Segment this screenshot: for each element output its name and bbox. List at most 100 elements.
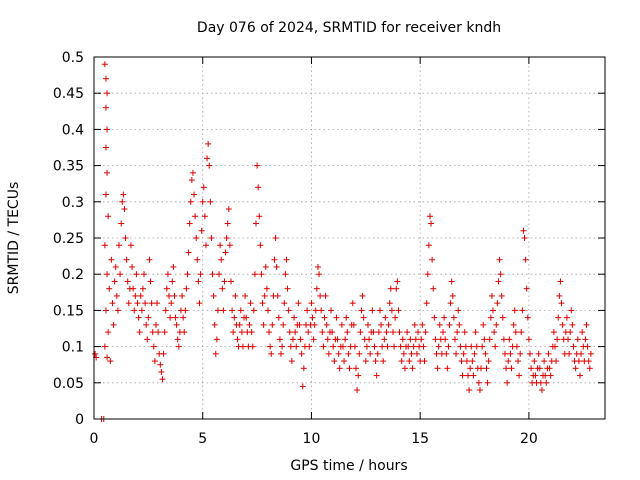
data-point xyxy=(447,300,454,307)
data-point xyxy=(143,321,150,328)
data-point xyxy=(229,307,236,314)
data-point xyxy=(585,358,592,365)
data-point xyxy=(532,372,539,379)
data-point xyxy=(104,271,111,278)
data-point xyxy=(224,220,231,227)
data-point xyxy=(237,307,244,314)
data-point xyxy=(582,336,589,343)
data-point xyxy=(252,220,259,227)
data-point xyxy=(559,321,566,328)
data-point xyxy=(520,227,527,234)
data-point xyxy=(379,343,386,350)
data-point xyxy=(375,329,382,336)
data-point xyxy=(484,379,491,386)
data-point xyxy=(442,336,449,343)
data-point xyxy=(236,321,243,328)
data-point xyxy=(575,358,582,365)
data-point xyxy=(425,242,432,249)
data-point xyxy=(104,90,111,97)
data-point xyxy=(355,372,362,379)
data-point xyxy=(248,329,255,336)
data-point xyxy=(556,292,563,299)
data-point xyxy=(151,358,158,365)
data-point xyxy=(374,350,381,357)
data-point xyxy=(149,329,156,336)
data-point xyxy=(434,365,441,372)
data-point xyxy=(421,358,428,365)
x-axis-label: GPS time / hours xyxy=(290,458,407,474)
x-tick-label: 15 xyxy=(411,431,429,447)
data-point xyxy=(107,358,114,365)
data-point xyxy=(341,358,348,365)
data-point xyxy=(146,256,153,263)
data-point xyxy=(444,365,451,372)
data-point xyxy=(192,213,199,220)
data-point xyxy=(536,365,543,372)
data-point xyxy=(335,350,342,357)
data-point xyxy=(186,220,193,227)
data-point xyxy=(108,256,115,263)
data-point xyxy=(469,358,476,365)
data-point xyxy=(487,314,494,321)
data-point xyxy=(482,350,489,357)
data-point xyxy=(516,372,523,379)
data-point xyxy=(118,220,125,227)
data-point xyxy=(492,343,499,350)
data-point xyxy=(104,169,111,176)
data-point xyxy=(145,314,152,321)
data-point xyxy=(227,278,234,285)
data-point xyxy=(321,314,328,321)
data-point xyxy=(366,336,373,343)
data-point xyxy=(109,300,116,307)
data-point xyxy=(401,365,408,372)
data-point xyxy=(306,343,313,350)
data-point xyxy=(274,292,281,299)
data-point xyxy=(343,314,350,321)
data-point xyxy=(268,350,275,357)
data-point xyxy=(212,350,219,357)
data-point xyxy=(515,358,522,365)
data-point xyxy=(239,343,246,350)
data-point xyxy=(495,278,502,285)
data-point xyxy=(541,358,548,365)
data-point xyxy=(376,307,383,314)
data-point xyxy=(468,343,475,350)
ticks xyxy=(93,56,605,420)
data-point xyxy=(173,321,180,328)
data-point xyxy=(200,184,207,191)
data-point xyxy=(299,383,306,390)
data-point xyxy=(216,271,223,278)
data-point xyxy=(354,387,361,394)
data-point xyxy=(251,271,258,278)
data-point xyxy=(141,271,148,278)
data-point xyxy=(195,278,202,285)
grid xyxy=(94,57,605,419)
data-point xyxy=(298,350,305,357)
data-point xyxy=(396,329,403,336)
data-point xyxy=(453,350,460,357)
data-point xyxy=(388,307,395,314)
y-tick-label: 0.4 xyxy=(62,122,84,138)
y-tick-label: 0.2 xyxy=(62,267,84,283)
data-point xyxy=(393,285,400,292)
data-point xyxy=(441,314,448,321)
data-point xyxy=(455,307,462,314)
data-point xyxy=(587,350,594,357)
data-point xyxy=(363,343,370,350)
data-point xyxy=(102,144,109,151)
data-point xyxy=(574,336,581,343)
data-point xyxy=(159,376,166,383)
data-point xyxy=(220,307,227,314)
data-point xyxy=(110,321,117,328)
data-point xyxy=(101,242,108,249)
data-point xyxy=(411,321,418,328)
data-point xyxy=(498,292,505,299)
data-point xyxy=(132,292,139,299)
data-point xyxy=(204,155,211,162)
data-point xyxy=(373,372,380,379)
data-point xyxy=(238,329,245,336)
data-point xyxy=(217,242,224,249)
y-tick-label: 0.3 xyxy=(62,195,84,211)
data-point xyxy=(349,300,356,307)
data-point xyxy=(304,307,311,314)
